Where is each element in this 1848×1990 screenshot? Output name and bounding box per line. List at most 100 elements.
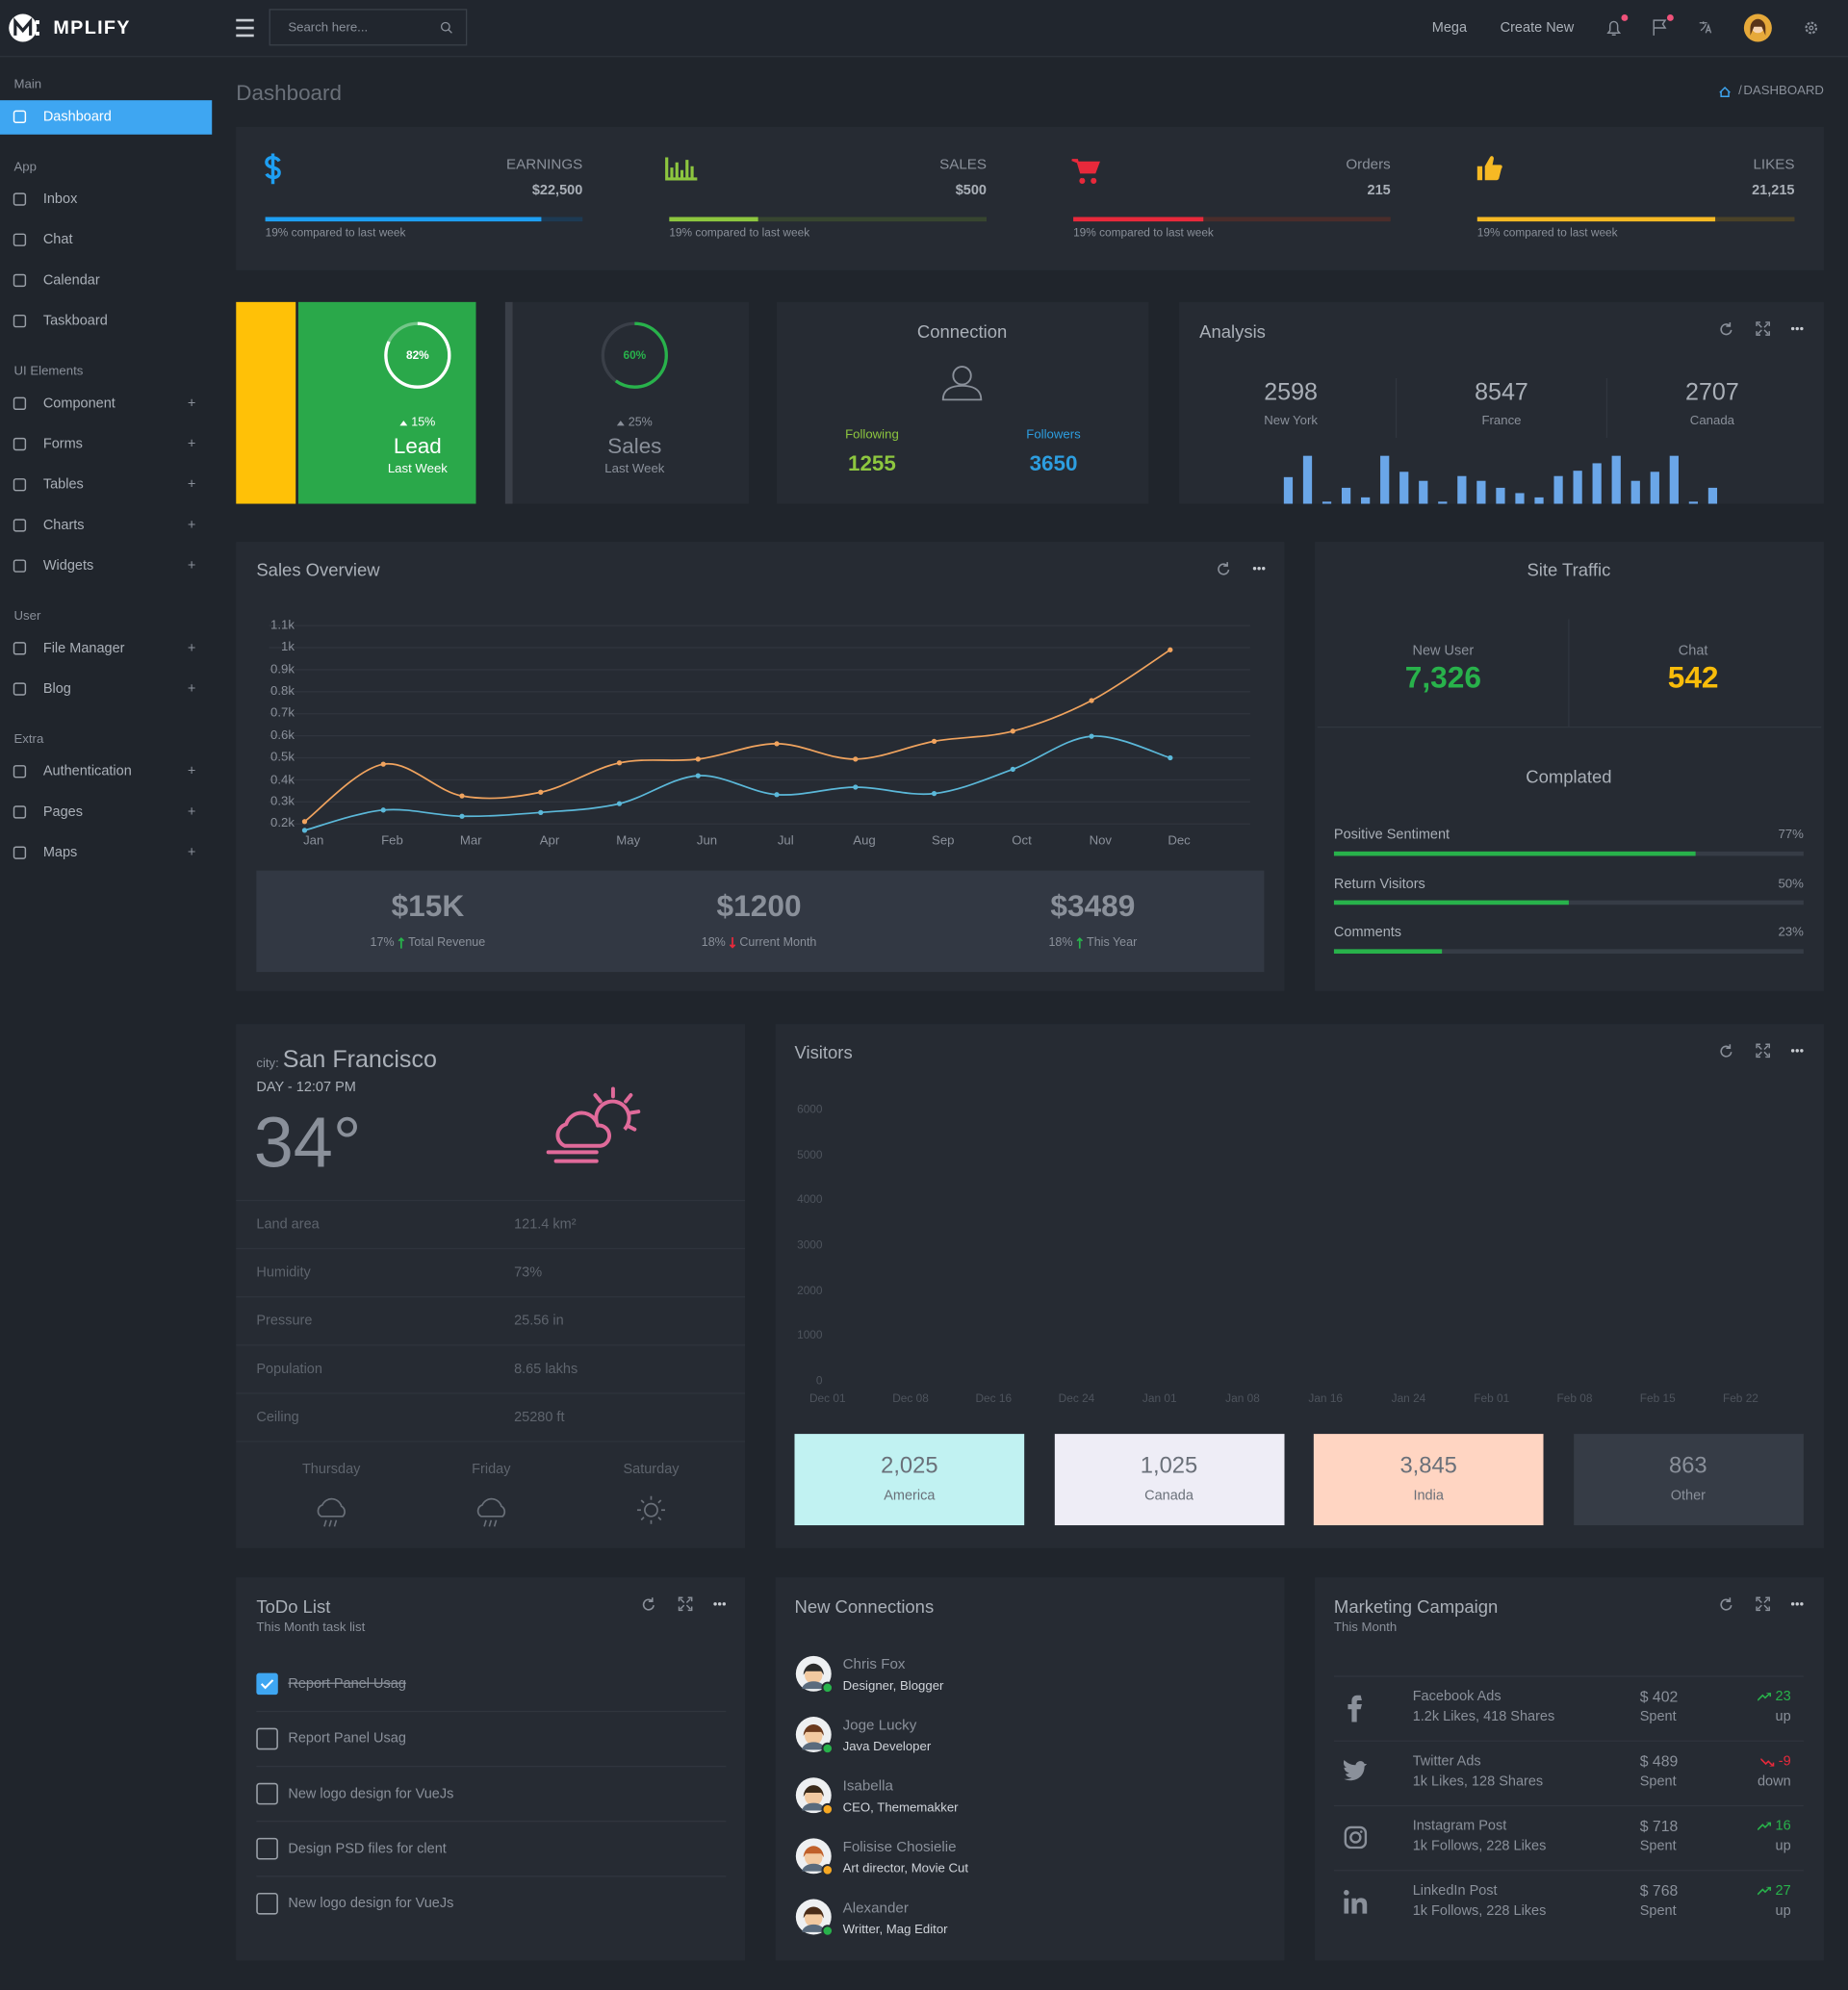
visitor-label: Canada	[1144, 1488, 1194, 1504]
notifications-button[interactable]	[1606, 14, 1629, 36]
flag-button[interactable]	[1653, 14, 1674, 36]
dollar-icon	[265, 153, 281, 185]
active-nav-item[interactable]	[0, 99, 213, 135]
bell-icon	[1606, 20, 1622, 36]
connections-card	[775, 1577, 1285, 1961]
language-button[interactable]	[1699, 21, 1712, 34]
todo-text[interactable]: Report Panel Usag	[288, 1731, 406, 1747]
person-name[interactable]: Alexander	[842, 1900, 909, 1916]
home-icon[interactable]	[1719, 86, 1731, 97]
search-box[interactable]	[269, 9, 468, 46]
todo-text[interactable]: New logo design for VueJs	[288, 1896, 454, 1912]
more-button[interactable]	[713, 1602, 727, 1606]
nav-item[interactable]: Blog	[42, 681, 71, 697]
analysis-bar	[1419, 480, 1428, 504]
nav-toggle[interactable]: +	[187, 476, 196, 493]
expand-icon	[1756, 1596, 1770, 1612]
nav-item[interactable]: Widgets	[42, 558, 94, 574]
nav-item[interactable]: Calendar	[42, 272, 100, 289]
todo-text[interactable]: Report Panel Usag	[288, 1675, 406, 1692]
person-role: Art director, Movie Cut	[842, 1861, 969, 1876]
nav-item[interactable]: Dashboard	[42, 109, 112, 125]
person-name[interactable]: Isabella	[842, 1778, 893, 1795]
nav-item[interactable]: File Manager	[42, 640, 125, 656]
refresh-button[interactable]	[1720, 1597, 1732, 1611]
nav-item[interactable]: Chat	[42, 232, 73, 248]
more-button[interactable]	[1790, 1602, 1804, 1606]
x-tick-label: Dec 24	[1058, 1391, 1095, 1405]
line-point	[931, 790, 937, 797]
nav-toggle[interactable]: +	[187, 518, 196, 533]
nav-item[interactable]: Maps	[42, 845, 78, 861]
nav-item[interactable]: Pages	[42, 804, 83, 820]
campaign-change: 27	[1758, 1883, 1791, 1899]
nav-toggle[interactable]: +	[187, 804, 196, 820]
traffic-value: 542	[1667, 661, 1719, 696]
nav-toggle[interactable]: +	[187, 395, 196, 412]
nav-toggle[interactable]: +	[187, 558, 196, 574]
stat-value: $500	[955, 182, 988, 198]
person-name[interactable]: Chris Fox	[842, 1657, 906, 1673]
connection-card	[777, 301, 1149, 504]
person-name[interactable]: Folisise Chosielie	[842, 1839, 957, 1855]
checkbox[interactable]	[256, 1672, 278, 1696]
section-title: Complated	[1526, 766, 1612, 787]
refresh-button[interactable]	[1720, 1044, 1732, 1058]
person-name[interactable]: Joge Lucky	[842, 1718, 917, 1734]
nav-toggle[interactable]: +	[187, 681, 196, 697]
refresh-button[interactable]	[642, 1597, 654, 1611]
analysis-bar	[1573, 471, 1582, 504]
todo-text[interactable]: New logo design for VueJs	[288, 1786, 454, 1801]
nav-item[interactable]: Charts	[42, 518, 85, 533]
checkbox[interactable]	[256, 1892, 278, 1915]
nav-item[interactable]: Taskboard	[42, 313, 108, 329]
nav-item[interactable]: Forms	[42, 436, 83, 452]
checkbox[interactable]	[256, 1782, 278, 1805]
nav-item[interactable]: Component	[42, 395, 116, 412]
progress-bar	[1333, 900, 1569, 906]
card-title: New Connections	[794, 1595, 935, 1617]
nav-toggle[interactable]: +	[187, 436, 196, 452]
progress-bar	[265, 217, 542, 222]
more-button[interactable]	[1790, 326, 1804, 331]
expand-button[interactable]	[1756, 321, 1770, 336]
nav-item[interactable]: Tables	[42, 476, 84, 493]
expand-button[interactable]	[1756, 1596, 1770, 1612]
person-role: Writter, Mag Editor	[842, 1922, 948, 1937]
nav-icon	[13, 192, 27, 206]
user-avatar[interactable]	[1743, 13, 1772, 42]
expand-button[interactable]	[678, 1596, 693, 1612]
more-button[interactable]	[1790, 1049, 1804, 1053]
x-tick-label: Feb 08	[1556, 1391, 1593, 1405]
analysis-bar	[1534, 497, 1544, 504]
temperature: 34°	[253, 1102, 362, 1183]
progress-value: 23%	[1778, 925, 1804, 940]
card-title: Sales Overview	[256, 559, 380, 580]
weather-card	[236, 1024, 746, 1548]
nav-item[interactable]: Inbox	[42, 191, 78, 207]
nav-toggle[interactable]: +	[187, 763, 196, 779]
menu-toggle[interactable]	[236, 18, 254, 38]
line-point	[1089, 698, 1094, 703]
search-placeholder[interactable]: Search here...	[288, 20, 369, 36]
more-button[interactable]	[1252, 567, 1266, 571]
analysis-bar	[1438, 501, 1448, 504]
refresh-button[interactable]	[1218, 562, 1230, 575]
checkbox[interactable]	[256, 1837, 278, 1860]
expand-button[interactable]	[1756, 1043, 1770, 1059]
progress-value: 50%	[1778, 877, 1804, 891]
settings-button[interactable]	[1805, 21, 1818, 35]
down-arrow	[729, 936, 736, 949]
forecast-cloud	[317, 1497, 346, 1518]
todo-text[interactable]: Design PSD files for clent	[288, 1841, 447, 1857]
refresh-button[interactable]	[1720, 321, 1732, 336]
nav-toggle[interactable]: +	[187, 845, 196, 861]
top-link[interactable]: Create New	[1500, 20, 1575, 36]
summary-label: This Year	[1087, 935, 1138, 951]
nav-toggle[interactable]: +	[187, 640, 196, 656]
top-link[interactable]: Mega	[1431, 20, 1468, 36]
nav-item[interactable]: Authentication	[42, 763, 132, 779]
more-dot	[1252, 567, 1257, 571]
detail-label: Population	[256, 1361, 322, 1377]
checkbox[interactable]	[256, 1727, 278, 1750]
